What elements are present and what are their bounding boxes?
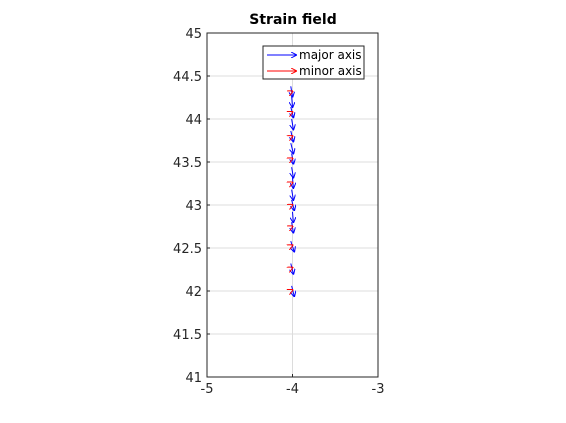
x-tick-label: -5 [201, 382, 214, 397]
x-tick-label: -3 [372, 382, 385, 397]
y-tick-label: 44 [185, 113, 202, 128]
major-axis-arrow [292, 118, 294, 129]
major-axis-arrow [293, 211, 294, 222]
major-axis-arrow [292, 167, 294, 177]
legend-minor-label: minor axis [299, 64, 362, 78]
quiver-arrows [291, 86, 294, 296]
major-axis-arrow [292, 96, 293, 107]
y-tick-label: 41 [185, 371, 202, 386]
y-tick-label: 45 [185, 27, 202, 42]
y-tick-label: 44.5 [173, 70, 202, 85]
y-tick-label: 41.5 [173, 328, 202, 343]
legend-box [262, 45, 365, 80]
chart-title: Strain field [249, 12, 336, 28]
y-tick-label: 42 [185, 285, 202, 300]
x-tick-label: -4 [286, 382, 299, 397]
major-axis-arrow [291, 142, 294, 153]
major-axis-arrow [292, 189, 294, 200]
legend-major-label: major axis [299, 48, 362, 62]
axis-ticks: -5 -4 -3 41 41.5 42 42.5 43 43.5 44 44.5 45 [173, 27, 384, 397]
y-tick-label: 42.5 [173, 242, 202, 257]
legend: major axis minor axis [262, 45, 365, 80]
y-tick-label: 43.5 [173, 156, 202, 171]
y-tick-label: 43 [185, 199, 202, 214]
